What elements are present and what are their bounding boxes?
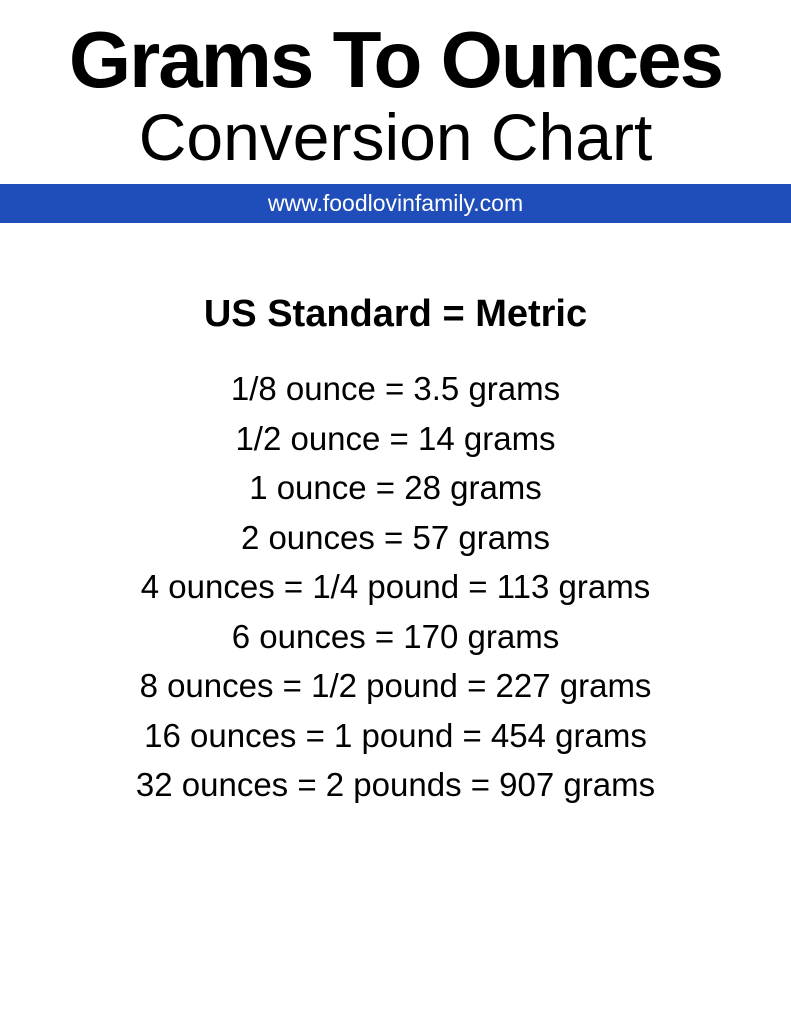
conversion-row: 8 ounces = 1/2 pound = 227 grams: [0, 661, 791, 711]
conversion-row: 1 ounce = 28 grams: [0, 463, 791, 513]
title-line-1: Grams To Ounces: [0, 20, 791, 100]
subheading: US Standard = Metric: [0, 293, 791, 336]
conversion-row: 16 ounces = 1 pound = 454 grams: [0, 711, 791, 761]
conversion-row: 2 ounces = 57 grams: [0, 513, 791, 563]
title-line-2: Conversion Chart: [0, 104, 791, 170]
chart-container: Grams To Ounces Conversion Chart www.foo…: [0, 0, 791, 810]
conversion-row: 6 ounces = 170 grams: [0, 612, 791, 662]
conversion-row: 32 ounces = 2 pounds = 907 grams: [0, 760, 791, 810]
conversion-row: 1/8 ounce = 3.5 grams: [0, 364, 791, 414]
conversion-list: 1/8 ounce = 3.5 grams 1/2 ounce = 14 gra…: [0, 364, 791, 810]
source-url-bar: www.foodlovinfamily.com: [0, 184, 791, 223]
conversion-row: 4 ounces = 1/4 pound = 113 grams: [0, 562, 791, 612]
conversion-row: 1/2 ounce = 14 grams: [0, 414, 791, 464]
